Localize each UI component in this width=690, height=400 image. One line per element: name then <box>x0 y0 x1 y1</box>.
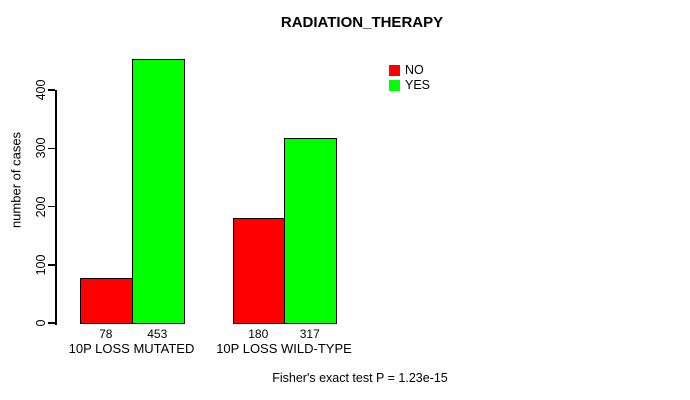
bar-no-1 <box>80 277 133 325</box>
y-axis-tick <box>48 205 55 208</box>
y-axis-line <box>55 90 57 325</box>
y-axis-tick-label: 300 <box>34 137 48 159</box>
legend-label: YES <box>405 78 431 92</box>
y-axis-tick <box>48 147 55 149</box>
bar-value-label: 453 <box>147 327 168 341</box>
legend-swatch-no <box>389 65 400 76</box>
legend-entry-yes: YES <box>389 78 431 92</box>
legend-entry-no: NO <box>389 63 430 77</box>
y-axis-tick <box>48 264 55 266</box>
chart-title: RADIATION_THERAPY <box>280 14 444 31</box>
bar-value-label: 180 <box>248 327 269 341</box>
bar-value-label: 78 <box>99 327 113 341</box>
category-label: 10P LOSS MUTATED <box>68 341 195 356</box>
bar-value-label: 317 <box>299 327 320 341</box>
legend-label: NO <box>405 63 424 77</box>
bar-no-2 <box>232 218 286 325</box>
y-axis-tick-label: 200 <box>34 196 48 217</box>
y-axis-tick-label: 100 <box>34 254 48 276</box>
y-axis-tick <box>48 322 55 324</box>
y-axis-tick <box>48 89 55 91</box>
y-axis-tick-label: 0 <box>34 319 48 327</box>
y-axis-title: number of cases <box>8 131 24 229</box>
bar-yes-2 <box>284 138 337 325</box>
category-label: 10P LOSS WILD-TYPE <box>216 341 352 356</box>
annotation-fisher-test: Fisher's exact test P = 1.23e-15 <box>272 371 448 385</box>
legend-swatch-yes <box>389 80 400 91</box>
y-axis-tick-label: 400 <box>34 79 48 101</box>
bar-yes-1 <box>131 59 185 325</box>
legend: NO YES <box>389 63 431 92</box>
